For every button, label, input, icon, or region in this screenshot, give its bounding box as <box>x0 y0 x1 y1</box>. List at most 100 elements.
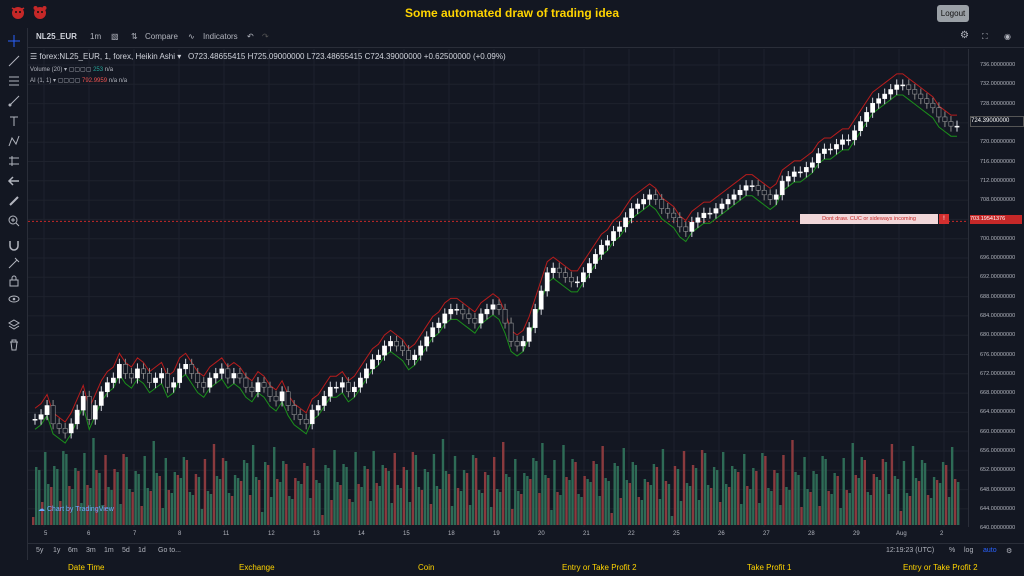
indicators-button[interactable]: Indicators <box>203 32 238 41</box>
price-tick-label: 736.00000000 <box>980 62 1016 68</box>
volume-bar <box>378 486 381 525</box>
chart-area[interactable] <box>28 49 968 527</box>
candle <box>129 373 134 379</box>
pattern-tool-icon[interactable] <box>7 134 21 148</box>
candle <box>448 309 454 315</box>
candle <box>779 180 785 196</box>
range-5y[interactable]: 5y <box>36 547 44 554</box>
candle <box>147 373 152 383</box>
legend-high: H725.09000000 <box>247 52 305 61</box>
ai-label[interactable]: AI (1, 1) <box>30 78 52 84</box>
indicators-icon[interactable]: ∿ <box>188 32 195 41</box>
volume-bar <box>761 453 764 525</box>
range-3m[interactable]: 3m <box>86 547 96 554</box>
bull-logo-icon <box>11 7 25 19</box>
range-6m[interactable]: 6m <box>68 547 78 554</box>
volume-bar <box>312 448 315 525</box>
trash-icon[interactable] <box>7 338 21 352</box>
volume-bar <box>164 458 167 525</box>
back-arrow-icon[interactable] <box>7 174 21 188</box>
log-toggle[interactable]: log <box>964 547 974 554</box>
fullscreen-icon[interactable]: ⛶ <box>982 32 988 41</box>
range-1d[interactable]: 1d <box>138 547 146 554</box>
volume-bar <box>179 478 183 525</box>
volume-bar <box>592 461 595 525</box>
layers-icon[interactable] <box>7 318 21 332</box>
volume-bar <box>938 483 942 525</box>
goto-button[interactable]: Go to... <box>158 547 181 554</box>
redo-icon[interactable]: ↷ <box>262 32 269 41</box>
crosshair-icon[interactable] <box>7 34 21 48</box>
volume-bar <box>634 465 638 525</box>
trend-line-icon[interactable] <box>7 54 21 68</box>
time-tick-label: Aug <box>896 531 907 537</box>
chart-toolbar: NL25_EUR 1m ▧ ⇅ Compare ∿ Indicators ↶ ↷… <box>0 28 1024 48</box>
axis-settings-gear-icon[interactable]: ⚙ <box>1006 548 1013 555</box>
legend-menu-icon[interactable]: ☰ <box>30 52 38 61</box>
ruler-icon[interactable] <box>7 194 21 208</box>
fib-retracement-icon[interactable] <box>7 74 21 88</box>
volume-bar <box>242 460 246 525</box>
candle <box>291 405 297 415</box>
volume-bar <box>143 456 146 525</box>
volume-bar <box>535 461 538 525</box>
volume-bar <box>908 496 912 525</box>
volume-bar <box>869 495 873 525</box>
range-5d[interactable]: 5d <box>122 547 130 554</box>
volume-bar <box>402 467 406 525</box>
tradingview-watermark[interactable]: ☁ Chart by TradingView <box>38 506 114 513</box>
percent-toggle[interactable]: % <box>949 547 956 554</box>
compare-icon[interactable]: ⇅ <box>131 32 138 41</box>
lock-icon[interactable] <box>7 274 21 288</box>
candle <box>207 377 213 388</box>
time-tick-label: 18 <box>448 531 455 537</box>
time-tick-label: 11 <box>223 531 230 537</box>
undo-icon[interactable]: ↶ <box>247 32 254 41</box>
volume-bar <box>890 444 894 525</box>
auto-toggle[interactable]: auto <box>983 547 997 554</box>
candle <box>508 322 514 342</box>
stay-drawing-icon[interactable] <box>7 256 21 270</box>
price-tick-label: 672.00000000 <box>980 370 1016 377</box>
volume-bar <box>697 500 701 525</box>
volume-bar <box>270 497 273 525</box>
candle <box>98 391 104 406</box>
settings-gear-icon[interactable]: ⚙ <box>960 30 969 41</box>
symbol-selector[interactable]: NL25_EUR <box>36 32 77 41</box>
range-1y[interactable]: 1y <box>53 547 61 554</box>
prediction-tool-icon[interactable] <box>7 154 21 168</box>
clock-time[interactable]: 12:19:23 (UTC) <box>886 547 935 554</box>
candle <box>388 341 393 347</box>
price-chart[interactable] <box>28 49 968 527</box>
trading-idea-alert-icon[interactable]: ! <box>939 214 949 224</box>
volume-bar <box>923 463 927 525</box>
volume-bar <box>71 489 74 525</box>
camera-snapshot-icon[interactable]: ◉ <box>1004 32 1011 41</box>
logout-button[interactable]: Logout <box>937 5 969 22</box>
range-1m[interactable]: 1m <box>104 547 114 554</box>
time-tick-label: 29 <box>853 531 860 537</box>
volume-bar <box>884 462 888 525</box>
trading-idea-label[interactable]: Dont draw. CUC or sideways incoming <box>800 214 938 224</box>
volume-bar <box>441 439 445 525</box>
eye-icon[interactable] <box>7 292 21 306</box>
text-tool-icon[interactable] <box>7 114 21 128</box>
zoom-in-icon[interactable] <box>7 214 21 228</box>
volume-bar <box>188 492 192 525</box>
candle <box>171 382 176 388</box>
volume-bar <box>44 452 47 525</box>
candle <box>611 231 616 241</box>
compare-button[interactable]: Compare <box>145 32 178 41</box>
magnet-icon[interactable] <box>7 238 21 252</box>
candle <box>689 222 695 232</box>
interval-selector[interactable]: 1m <box>90 32 102 41</box>
volume-bar <box>62 451 65 525</box>
price-axis[interactable] <box>968 49 1024 527</box>
brush-icon[interactable] <box>7 94 21 108</box>
volume-bar <box>520 494 523 525</box>
volume-bar <box>483 472 487 525</box>
volume-label[interactable]: Volume (20) <box>30 67 63 73</box>
candle-style-icon[interactable]: ▧ <box>111 32 119 41</box>
time-tick-label: 19 <box>493 531 500 537</box>
time-tick-label: 2 <box>940 531 944 537</box>
